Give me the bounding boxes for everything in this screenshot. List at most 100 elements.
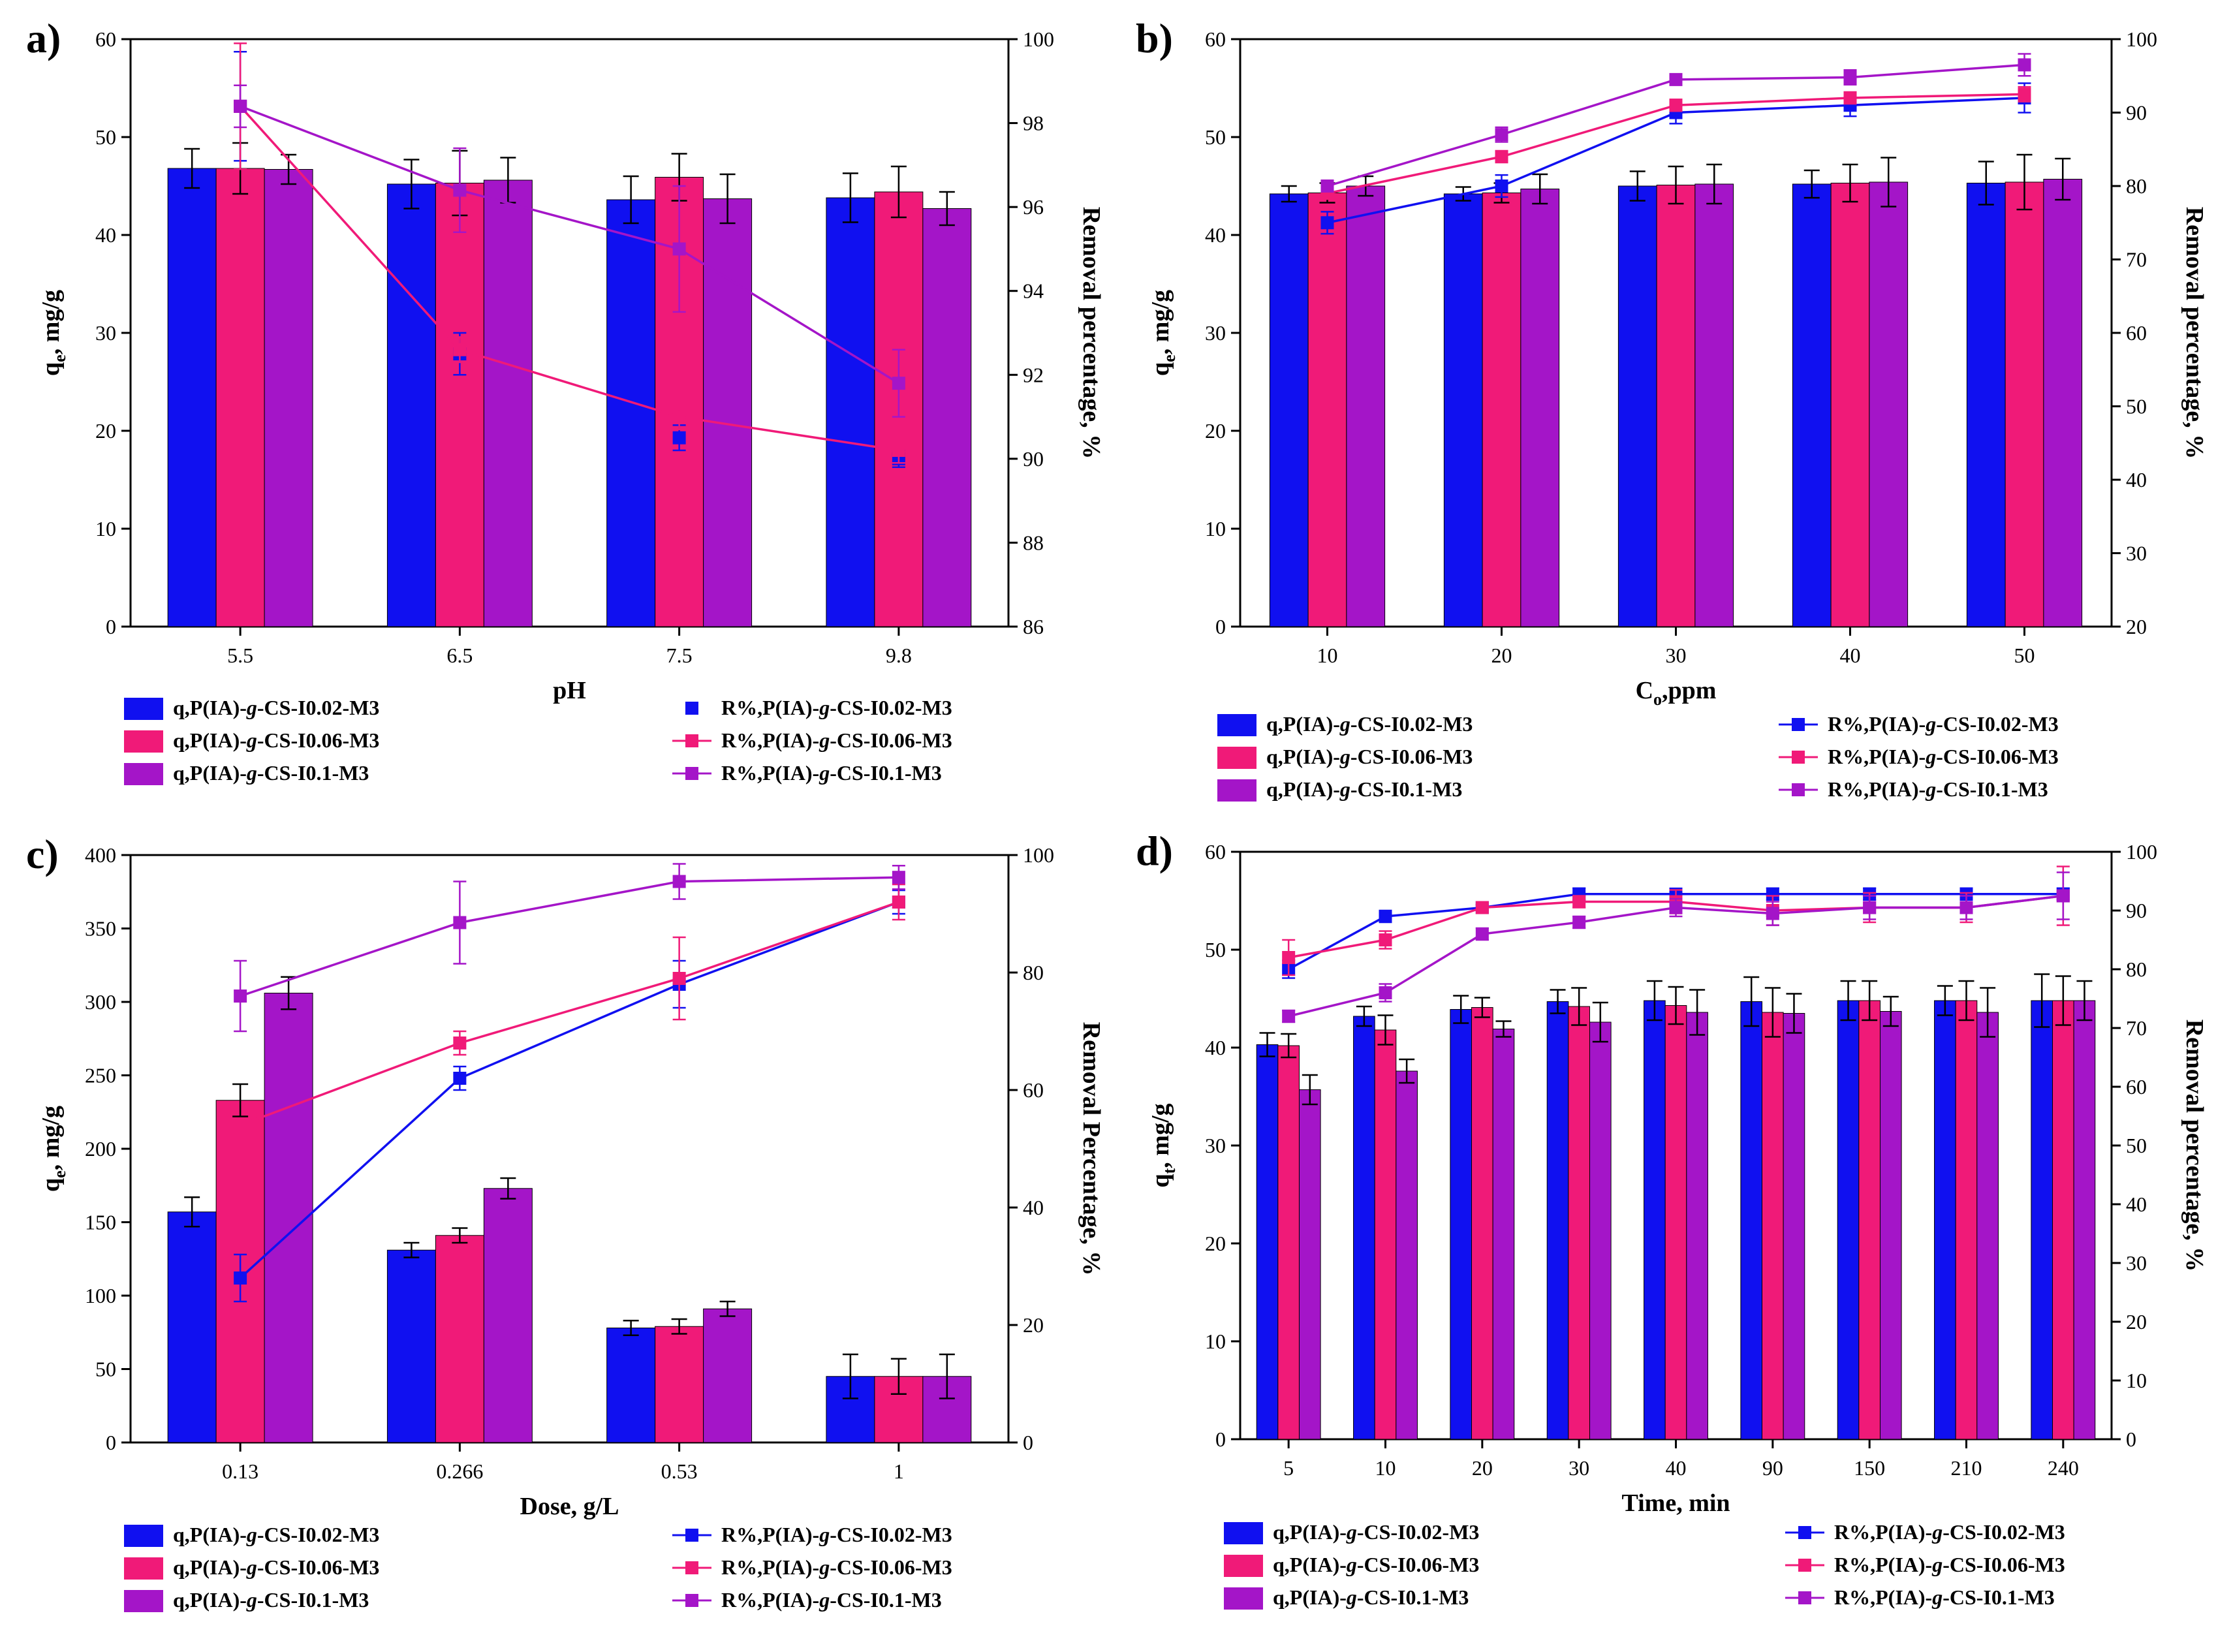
bar-2[interactable]: [435, 1235, 484, 1443]
point-1[interactable]: [672, 431, 686, 444]
point-1[interactable]: [234, 1271, 247, 1285]
point-3[interactable]: [1766, 907, 1779, 920]
point-2[interactable]: [1282, 951, 1296, 964]
bar-2[interactable]: [435, 183, 484, 627]
bar-1[interactable]: [167, 168, 217, 627]
bar-1[interactable]: [386, 183, 436, 627]
point-2[interactable]: [234, 1119, 247, 1132]
bar-2[interactable]: [655, 1326, 704, 1443]
point-2[interactable]: [2018, 87, 2031, 101]
bar-1[interactable]: [1450, 1009, 1473, 1440]
bar-2[interactable]: [1664, 1005, 1687, 1440]
bar-3[interactable]: [1686, 1012, 1708, 1440]
bar-1[interactable]: [1443, 193, 1483, 627]
bar-3[interactable]: [1346, 185, 1386, 627]
point-3[interactable]: [1669, 901, 1683, 914]
point-3[interactable]: [672, 875, 686, 888]
bar-3[interactable]: [1869, 181, 1909, 627]
bar-2[interactable]: [1955, 1000, 1978, 1440]
point-3[interactable]: [892, 377, 905, 390]
bar-3[interactable]: [922, 208, 972, 627]
bar-3[interactable]: [1492, 1029, 1515, 1440]
point-1[interactable]: [1320, 216, 1334, 230]
point-3[interactable]: [234, 990, 247, 1003]
point-2[interactable]: [1572, 895, 1586, 909]
bar-2[interactable]: [1830, 183, 1870, 627]
point-3[interactable]: [1863, 901, 1877, 914]
bar-1[interactable]: [1792, 183, 1832, 627]
point-1[interactable]: [1495, 179, 1508, 193]
bar-2[interactable]: [1568, 1006, 1590, 1440]
bar-3[interactable]: [1694, 183, 1734, 627]
point-2[interactable]: [1495, 150, 1508, 163]
bar-3[interactable]: [1298, 1089, 1321, 1440]
point-2[interactable]: [1843, 91, 1857, 104]
bar-1[interactable]: [606, 1328, 656, 1443]
bar-1[interactable]: [826, 197, 875, 627]
bar-1[interactable]: [1546, 1001, 1569, 1440]
bar-1[interactable]: [606, 199, 656, 627]
point-3[interactable]: [1669, 72, 1683, 86]
bar-3[interactable]: [1396, 1070, 1418, 1440]
bar-1[interactable]: [386, 1249, 436, 1443]
point-2[interactable]: [453, 343, 467, 356]
point-3[interactable]: [1572, 916, 1586, 929]
bar-1[interactable]: [1837, 1000, 1860, 1440]
point-3[interactable]: [453, 183, 467, 197]
point-2[interactable]: [1669, 99, 1683, 112]
bar-1[interactable]: [167, 1211, 217, 1443]
point-2[interactable]: [672, 410, 686, 424]
bar-3[interactable]: [1976, 1012, 1999, 1440]
bar-2[interactable]: [1277, 1045, 1300, 1440]
bar-3[interactable]: [703, 1308, 753, 1443]
point-2[interactable]: [1379, 933, 1392, 946]
bar-2[interactable]: [1858, 1000, 1880, 1440]
point-3[interactable]: [892, 871, 905, 884]
point-2[interactable]: [672, 972, 686, 985]
bar-1[interactable]: [1269, 193, 1309, 627]
bar-3[interactable]: [1783, 1013, 1805, 1440]
bar-2[interactable]: [1482, 193, 1522, 627]
bar-1[interactable]: [2031, 1000, 2053, 1440]
point-3[interactable]: [453, 916, 467, 929]
point-1[interactable]: [453, 1072, 467, 1085]
bar-3[interactable]: [264, 169, 313, 627]
bar-3[interactable]: [1879, 1011, 1902, 1440]
bar-1[interactable]: [1740, 1001, 1763, 1440]
bar-2[interactable]: [2052, 1000, 2074, 1440]
bar-2[interactable]: [1374, 1029, 1397, 1440]
point-3[interactable]: [1475, 927, 1489, 941]
bar-3[interactable]: [2073, 1000, 2096, 1440]
bar-3[interactable]: [264, 993, 313, 1443]
point-1[interactable]: [1379, 910, 1392, 923]
point-3[interactable]: [1959, 901, 1973, 914]
point-3[interactable]: [672, 242, 686, 256]
bar-2[interactable]: [1656, 185, 1696, 627]
point-2[interactable]: [892, 444, 905, 457]
bar-3[interactable]: [1589, 1021, 1612, 1440]
point-3[interactable]: [2056, 889, 2070, 903]
point-3[interactable]: [2018, 58, 2031, 72]
bar-2[interactable]: [215, 168, 265, 627]
bar-1[interactable]: [1934, 1000, 1956, 1440]
point-2[interactable]: [1475, 901, 1489, 914]
bar-1[interactable]: [1256, 1044, 1279, 1440]
point-3[interactable]: [1320, 179, 1334, 193]
point-2[interactable]: [453, 1036, 467, 1050]
point-3[interactable]: [1843, 70, 1857, 84]
bar-1[interactable]: [1353, 1016, 1375, 1440]
bar-2[interactable]: [1762, 1012, 1784, 1440]
bar-2[interactable]: [1307, 193, 1347, 627]
point-3[interactable]: [234, 99, 247, 113]
bar-2[interactable]: [2005, 181, 2044, 627]
bar-1[interactable]: [1617, 185, 1657, 627]
bar-3[interactable]: [483, 1188, 533, 1443]
point-1[interactable]: [1766, 887, 1779, 901]
bar-3[interactable]: [2043, 179, 2083, 627]
point-3[interactable]: [1495, 128, 1508, 142]
bar-3[interactable]: [483, 179, 533, 627]
point-3[interactable]: [1282, 1010, 1296, 1023]
point-2[interactable]: [892, 896, 905, 909]
bar-3[interactable]: [703, 198, 753, 627]
bar-3[interactable]: [1520, 189, 1560, 627]
